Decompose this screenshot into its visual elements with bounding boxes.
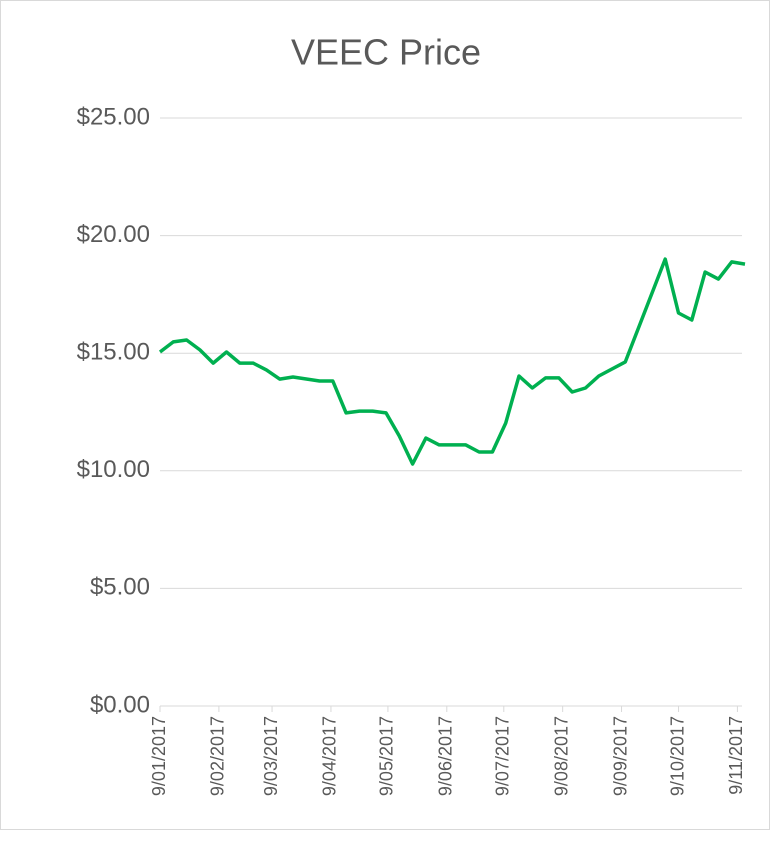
x-tick-label: 9/05/2017: [377, 716, 397, 796]
x-tick-label: 9/07/2017: [493, 716, 513, 796]
chart-title: VEEC Price: [291, 32, 481, 73]
y-tick-label: $5.00: [90, 574, 150, 601]
x-tick-label: 9/03/2017: [261, 716, 281, 796]
x-tick-label: 9/09/2017: [610, 716, 630, 796]
x-tick-label: 9/02/2017: [208, 716, 228, 796]
y-tick-label: $0.00: [90, 691, 150, 718]
chart-border: [0, 0, 770, 830]
x-tick-label: 9/04/2017: [320, 716, 340, 796]
x-tick-label: 9/01/2017: [149, 716, 169, 796]
y-tick-label: $20.00: [77, 221, 150, 248]
x-tick-label: 9/10/2017: [667, 716, 687, 796]
y-tick-label: $15.00: [77, 339, 150, 366]
x-tick-label: 9/08/2017: [551, 716, 571, 796]
y-tick-label: $10.00: [77, 456, 150, 483]
y-tick-label: $25.00: [77, 103, 150, 130]
x-tick-label: 9/11/2017: [726, 716, 746, 795]
price-line: [158, 257, 746, 466]
x-tick-label: 9/06/2017: [436, 716, 456, 796]
